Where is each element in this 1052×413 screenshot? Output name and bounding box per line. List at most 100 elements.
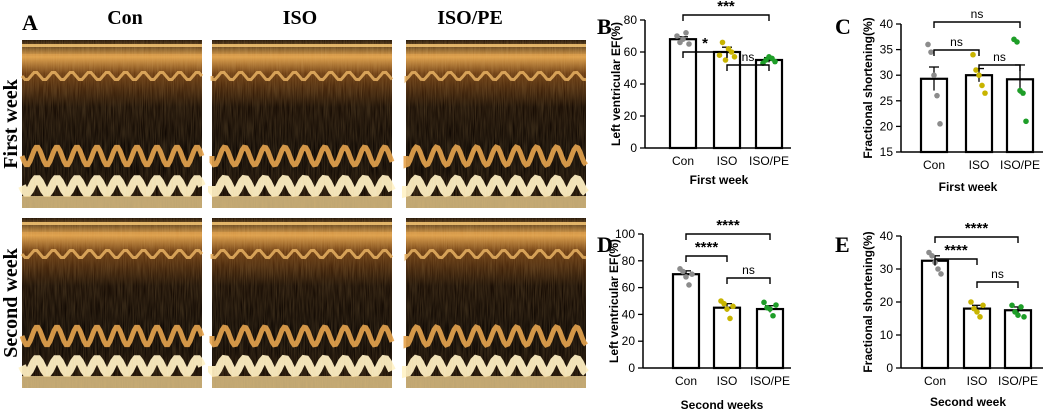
y-tick-label: 30: [880, 262, 894, 276]
panel-label-c: C: [835, 14, 851, 39]
bracket-line: [978, 64, 1021, 71]
y-axis-label: Left ventricular EF(%): [607, 239, 621, 363]
data-point: [982, 90, 988, 96]
y-tick-label: 30: [880, 68, 894, 82]
significance-label: ****: [965, 220, 989, 237]
y-tick-label: 20: [624, 109, 638, 123]
data-point: [1014, 39, 1020, 45]
data-point: [770, 312, 776, 319]
data-point: [727, 315, 733, 322]
y-tick-label: 100: [615, 227, 635, 241]
x-tick-label: ISO: [967, 374, 988, 388]
y-tick-label: 35: [880, 43, 894, 57]
significance-label: ****: [944, 242, 968, 259]
significance-label: *: [702, 35, 708, 52]
y-tick-label: 10: [880, 328, 894, 342]
echo-speckle: [22, 218, 202, 388]
data-point: [721, 300, 727, 307]
data-point: [929, 253, 935, 259]
x-tick-label: ISO/PE: [750, 374, 790, 388]
echo-image-1-2: [402, 218, 589, 388]
data-point: [977, 314, 983, 320]
data-point: [686, 282, 692, 288]
x-tick-label: ISO/PE: [998, 374, 1038, 388]
bar-iso-pe: [1003, 309, 1033, 370]
y-tick-label: 20: [880, 295, 894, 309]
echo-image-1-1: [208, 218, 396, 388]
echo-speckle: [22, 40, 202, 208]
y-tick-label: 40: [624, 77, 638, 91]
y-tick-label: 60: [622, 281, 636, 295]
significance-bracket: ns: [933, 7, 1021, 28]
echo-column-label-2: ISO/PE: [437, 7, 503, 29]
bracket-line: [934, 236, 1019, 243]
significance-bracket: ns: [976, 267, 1019, 288]
data-point: [731, 54, 738, 60]
y-tick-label: 0: [628, 361, 635, 375]
bracket-line: [934, 258, 978, 265]
significance-label: ***: [717, 0, 735, 15]
data-point: [683, 30, 689, 36]
significance-label: ns: [742, 263, 755, 277]
y-tick-label: 80: [622, 254, 636, 268]
data-point: [935, 266, 941, 272]
data-point: [730, 303, 736, 310]
data-point: [767, 306, 773, 312]
bar-iso-pe: [754, 58, 784, 150]
significance-label: ****: [695, 239, 719, 256]
y-tick-label: 15: [880, 145, 894, 159]
y-axis-label: Left ventricular EF(%): [609, 22, 623, 146]
data-point: [974, 309, 980, 315]
significance-label: ns: [993, 50, 1006, 64]
x-tick-label: ISO: [717, 374, 738, 388]
x-tick-label: Con: [923, 158, 945, 172]
bracket-line: [682, 14, 770, 21]
panel-label-e: E: [835, 232, 850, 257]
x-tick-label: Con: [672, 154, 694, 168]
chart-c: C 15 20 25 30 35 40 Fractional shortening(%) Con…: [835, 7, 1043, 194]
data-point: [680, 36, 686, 42]
significance-label: ns: [991, 267, 1004, 281]
data-point: [722, 57, 729, 63]
x-tick-label: ISO/PE: [749, 154, 789, 168]
y-axis-label: Fractional shortening(%): [861, 231, 875, 372]
bar-iso: [964, 74, 994, 154]
y-tick-label: 0: [886, 361, 893, 375]
data-point: [689, 271, 695, 278]
significance-bracket: ****: [934, 242, 978, 265]
data-point: [683, 274, 689, 280]
data-point: [973, 67, 979, 73]
echo-speckle: [406, 40, 586, 208]
data-point: [979, 82, 985, 89]
significance-bracket: ns: [726, 263, 771, 284]
y-tick-label: 0: [630, 141, 637, 155]
y-tick-label: 60: [624, 45, 638, 59]
echo-images: [18, 40, 589, 388]
x-axis-label: First week: [939, 180, 998, 194]
chart-e: E 0 10 20 30 40 Fractional shortening(%) Con ISO…: [835, 220, 1043, 409]
data-point: [928, 49, 934, 55]
x-tick-label: ISO/PE: [1000, 158, 1040, 172]
bracket-line: [685, 255, 728, 262]
echo-image-0-2: [402, 40, 589, 208]
panel-label-b: B: [597, 14, 612, 39]
data-point: [934, 92, 940, 99]
x-axis-label: Second weeks: [681, 398, 764, 412]
bracket-line: [685, 233, 771, 240]
data-point: [719, 39, 726, 46]
data-point: [761, 299, 767, 306]
significance-bracket: ns: [978, 50, 1021, 71]
y-axis-label: Fractional shortening(%): [861, 17, 875, 158]
echo-row-label-1: Second week: [0, 247, 22, 357]
echo-image-0-1: [208, 40, 396, 208]
data-point: [716, 52, 723, 58]
x-tick-label: ISO: [717, 154, 738, 168]
echo-speckle: [212, 218, 392, 388]
echo-speckle: [212, 40, 392, 208]
data-point: [1015, 312, 1021, 319]
y-tick-label: 20: [622, 334, 636, 348]
bracket-line: [933, 49, 980, 56]
significance-bracket: ***: [682, 0, 770, 21]
x-tick-label: Con: [924, 374, 946, 388]
